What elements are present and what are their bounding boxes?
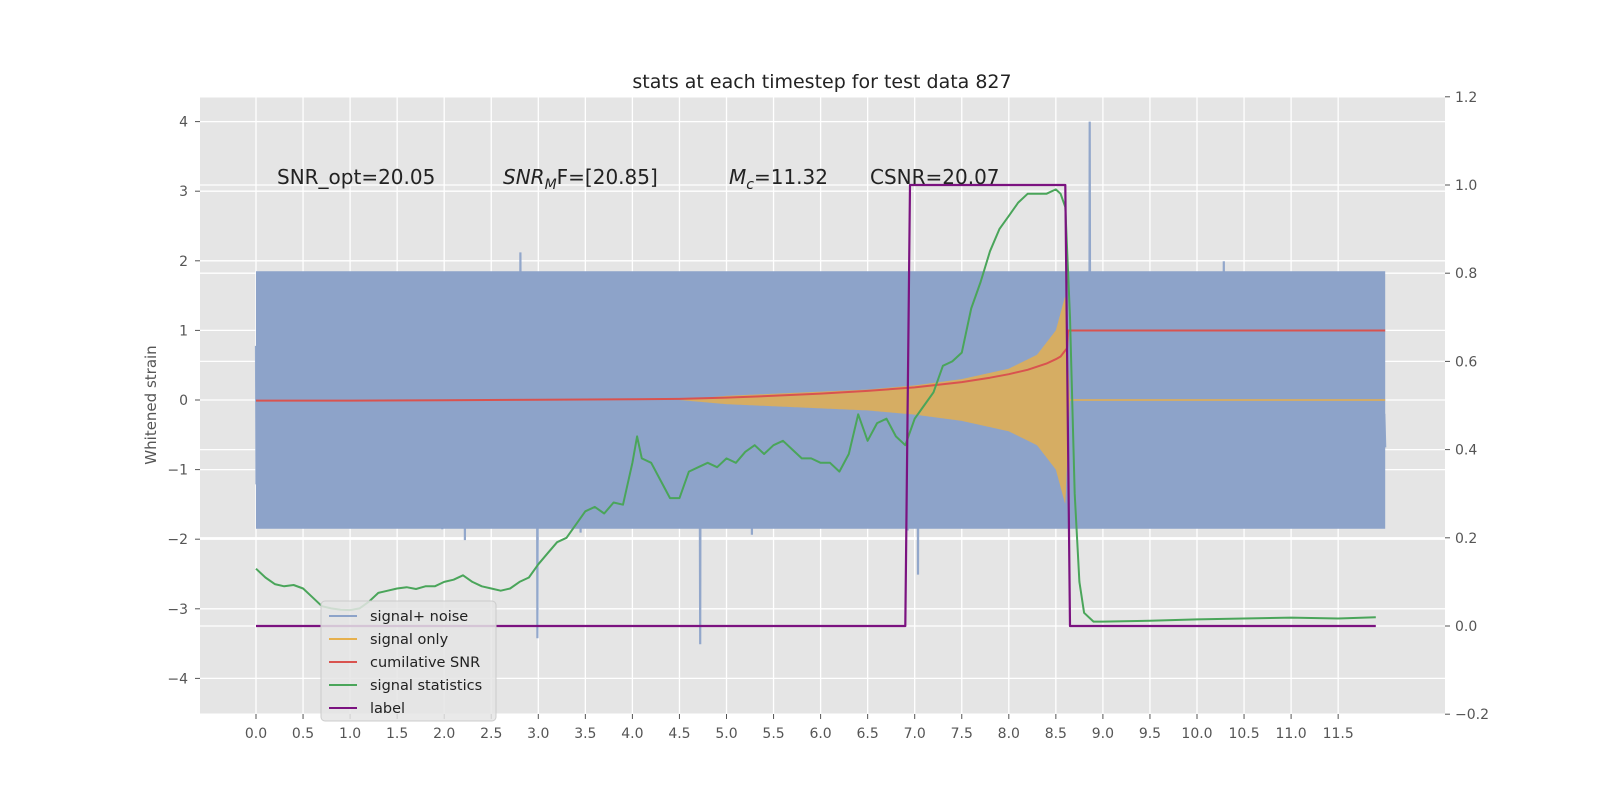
y-left-tick-label: 1 — [179, 323, 188, 339]
signal-statistics-line — [255, 188, 1376, 623]
x-tick-label: 0.0 — [245, 726, 267, 742]
annotation-mc-main: M — [729, 165, 746, 189]
annotation-snr-mf-rest: F=[20.85] — [557, 165, 658, 189]
annotation-snr-mf-sub: M — [545, 177, 557, 193]
y-left-tick-label: −4 — [167, 671, 188, 687]
y-left-tick-label: −3 — [167, 602, 188, 618]
legend-entry-signal-only-label: signal only — [370, 632, 449, 648]
x-tick-label: 1.5 — [386, 726, 408, 742]
x-tick-label: 11.5 — [1323, 726, 1354, 742]
x-tick-label: 3.5 — [574, 726, 596, 742]
x-tick-label: 1.0 — [339, 726, 361, 742]
legend-entry-signal-statistics-label: signal statistics — [370, 678, 482, 694]
annotation-snr-mf: SNRMF=[20.85] — [503, 165, 658, 193]
annotation-mc-sub: c — [746, 177, 754, 193]
annotation-csnr: CSNR=20.07 — [870, 165, 1000, 189]
series-lines — [255, 183, 1386, 628]
annotation-mc: Mc=11.32 — [729, 165, 828, 193]
y-right-tick-label: 0.6 — [1455, 354, 1477, 370]
x-tick-label: 11.0 — [1276, 726, 1307, 742]
legend: signal+ noise signal only cumilative SNR si… — [320, 600, 497, 722]
y-right-tick-label: 0.4 — [1455, 443, 1477, 459]
x-tick-label: 5.5 — [762, 726, 784, 742]
y-right-tick-label: 1.0 — [1455, 178, 1477, 194]
x-tick-label: 6.5 — [857, 726, 879, 742]
y-axis-label: Whitened strain — [142, 345, 160, 464]
legend-entry-cumulative-snr-label: cumilative SNR — [370, 655, 480, 671]
x-tick-label: 9.0 — [1092, 726, 1114, 742]
y-right-tick-label: 0.0 — [1455, 619, 1477, 635]
y-right-tick-label: 0.2 — [1455, 531, 1477, 547]
y-right-tick-label: −0.2 — [1455, 707, 1489, 723]
annotation-mc-rest: =11.32 — [754, 165, 828, 189]
x-tick-label: 4.5 — [668, 726, 690, 742]
annotation-snr-opt: SNR_opt=20.05 — [277, 165, 435, 189]
x-tick-label: 8.5 — [1045, 726, 1067, 742]
y-left-tick-label: 4 — [179, 115, 188, 131]
label-line — [256, 183, 1376, 628]
x-tick-label: 3.0 — [527, 726, 549, 742]
x-tick-label: 7.5 — [951, 726, 973, 742]
x-tick-label: 8.0 — [998, 726, 1020, 742]
y-right-tick-label: 0.8 — [1455, 266, 1477, 282]
x-tick-label: 0.5 — [292, 726, 314, 742]
legend-box — [320, 600, 497, 722]
axis-ticks: 0.0 0.5 1.0 1.5 2.0 2.5 3.0 3.5 4.0 4.5 5.0 5.5 6.0 6… — [167, 90, 1489, 742]
y-left-tick-label: 3 — [179, 184, 188, 200]
y-right-tick-label: 1.2 — [1455, 90, 1477, 106]
x-tick-label: 5.0 — [715, 726, 737, 742]
y-left-tick-label: 2 — [179, 254, 188, 270]
x-tick-label: 2.0 — [433, 726, 455, 742]
chart-title: stats at each timestep for test data 827 — [632, 71, 1011, 93]
x-tick-label: 6.0 — [809, 726, 831, 742]
x-tick-label: 10.0 — [1181, 726, 1212, 742]
legend-entry-label-label: label — [370, 701, 405, 717]
legend-entry-signal-noise-label: signal+ noise — [370, 609, 468, 625]
y-left-tick-label: 0 — [179, 393, 188, 409]
x-tick-label: 2.5 — [480, 726, 502, 742]
x-tick-label: 10.5 — [1228, 726, 1259, 742]
y-left-tick-label: −2 — [167, 532, 188, 548]
annotation-snr-mf-main: SNR — [503, 165, 545, 189]
cumulative-snr-line — [256, 329, 1386, 402]
x-tick-label: 4.0 — [621, 726, 643, 742]
x-tick-label: 7.0 — [904, 726, 926, 742]
signal-only-fill — [670, 296, 1070, 504]
y-left-tick-label: −1 — [167, 463, 188, 479]
x-tick-label: 9.5 — [1139, 726, 1161, 742]
